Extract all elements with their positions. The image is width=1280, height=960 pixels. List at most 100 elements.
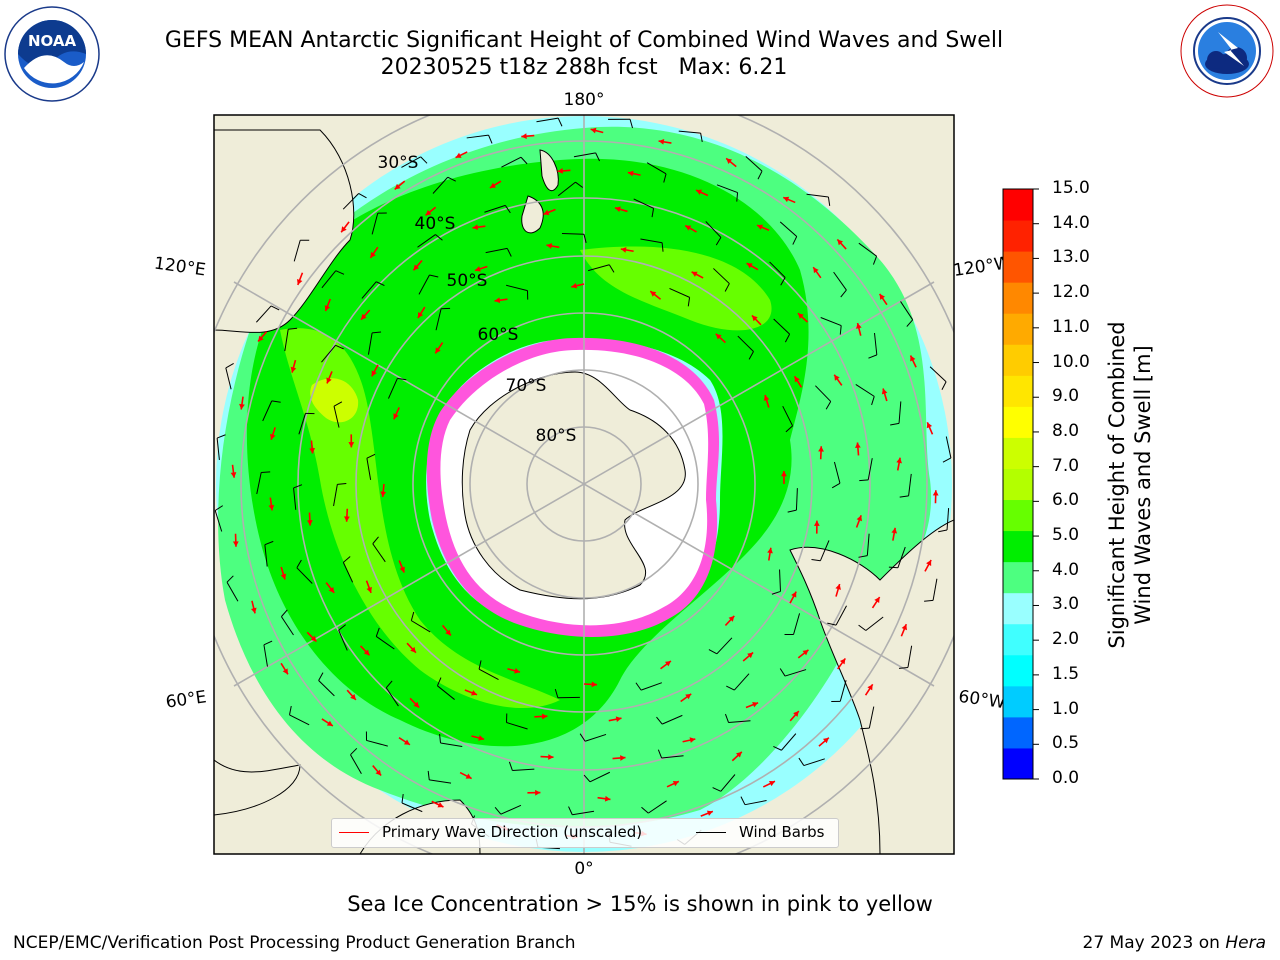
- wave-arrow-head: [747, 652, 754, 659]
- wave-arrow-head: [350, 694, 356, 700]
- colorbar-segment: [1003, 530, 1033, 563]
- wind-barb-flag: [261, 471, 271, 473]
- colorbar-segment: [1003, 592, 1033, 625]
- wind-barb-flag: [335, 270, 345, 275]
- wind-barb-flag: [629, 119, 633, 129]
- wave-arrow-head: [380, 491, 387, 497]
- footer-credit: NCEP/EMC/Verification Post Processing Pr…: [13, 933, 576, 953]
- wind-barb-flag: [860, 727, 870, 730]
- wind-barb-staff: [262, 400, 273, 422]
- wind-barb-flag: [825, 401, 832, 410]
- footer-host: Hera: [1225, 933, 1266, 953]
- plot-title: GEFS MEAN Antarctic Significant Height o…: [164, 28, 1004, 53]
- lat-label-50s: 50°S: [447, 271, 488, 291]
- wind-barb-flag: [520, 156, 528, 165]
- wave-arrow-head: [881, 388, 888, 395]
- wave-arrow-head: [590, 127, 597, 134]
- wind-barb-staff: [898, 401, 902, 424]
- wind-barb-staff: [589, 771, 611, 783]
- wind-barb-staff: [855, 384, 875, 397]
- swh-band-5-6: [580, 246, 772, 331]
- colorbar-tick-label: 0.5: [1052, 733, 1080, 754]
- wave-arrow-head: [763, 395, 770, 401]
- wind-barb-staff: [478, 668, 499, 680]
- wave-arrow-head: [879, 293, 885, 300]
- wave-arrow-head: [239, 403, 245, 410]
- wind-barb-staff: [793, 613, 801, 635]
- colorbar-segment: [1003, 685, 1033, 718]
- noaa-logo: NOAA: [4, 6, 100, 102]
- wind-barb-flag: [225, 363, 234, 369]
- colorbar-segment: [1003, 437, 1033, 469]
- wind-barb-flag: [436, 677, 442, 687]
- wind-barb-staff: [372, 543, 386, 563]
- wind-barb-staff: [366, 739, 388, 747]
- wind-barb-staff: [376, 636, 395, 650]
- wave-arrow-head: [521, 133, 527, 140]
- wind-barb-flag: [504, 205, 511, 214]
- wave-arrow-head: [541, 713, 548, 720]
- wave-arrow-head: [557, 168, 563, 174]
- colorbar-segment: [1003, 313, 1033, 345]
- wave-arrow-head: [891, 527, 898, 534]
- wave-arrow-head: [802, 649, 809, 656]
- wave-arrow-head: [425, 209, 432, 216]
- wind-barb-staff: [897, 546, 906, 568]
- wind-barb-flag: [376, 281, 385, 287]
- colorbar-tick-label: 1.5: [1052, 663, 1080, 684]
- wave-arrow-head: [535, 789, 541, 796]
- wave-arrow-head: [472, 224, 479, 231]
- meridian-60e-120w: [233, 281, 935, 687]
- wave-arrow-head: [736, 751, 742, 758]
- wave-arrow-head: [370, 251, 376, 258]
- wave-arrow-head: [410, 646, 416, 653]
- wave-arrow-head: [658, 138, 665, 145]
- wind-barb-staff: [298, 413, 306, 435]
- footer-date-text: 27 May 2023 on: [1082, 933, 1226, 953]
- wave-arrow-head: [932, 490, 939, 496]
- wave-arrow-head: [310, 635, 317, 642]
- wave-arrow-head: [296, 278, 303, 285]
- colorbar-tick-label: 14.0: [1052, 212, 1090, 233]
- wave-arrow-head: [393, 413, 399, 420]
- wind-barb-flag: [270, 305, 280, 311]
- wind-barb-staff: [728, 720, 751, 724]
- wind-barb-flag: [906, 319, 914, 327]
- wind-barb-flag: [264, 540, 274, 546]
- wave-arrow-head: [232, 541, 239, 547]
- wind-barb-staff: [806, 193, 829, 198]
- wind-barb-flag: [410, 611, 415, 621]
- wind-barb-staff: [333, 406, 340, 428]
- wave-arrow-head: [855, 442, 861, 448]
- wind-barb-staff: [819, 540, 830, 561]
- wind-barb-flag: [583, 774, 591, 783]
- wave-arrow-head: [874, 597, 880, 603]
- wind-barb-flag: [779, 668, 786, 677]
- wave-arrow-head: [746, 263, 753, 269]
- colorbar-tick-label: 9.0: [1052, 386, 1080, 407]
- wave-arrow-head: [417, 312, 424, 319]
- plot-subtitle: 20230525 t18z 288h fcst Max: 6.21: [380, 55, 788, 80]
- colorbar-tick-label: 1.0: [1052, 698, 1080, 719]
- wind-barb-staff: [401, 156, 421, 168]
- wave-arrow-head: [344, 516, 350, 522]
- wind-barb-staff: [225, 367, 232, 390]
- wind-barb-flag: [938, 529, 948, 533]
- wave-arrow-head: [403, 739, 410, 745]
- colorbar-tick-label: 10.0: [1052, 351, 1090, 372]
- wind-barb-flag: [868, 354, 878, 359]
- wind-barb-flag: [811, 559, 821, 562]
- wave-arrow-head: [514, 668, 521, 674]
- wind-barb-staff: [432, 176, 449, 194]
- wind-barb-staff: [293, 487, 297, 510]
- wind-barb-staff: [705, 221, 722, 238]
- wave-arrow-head: [627, 170, 634, 177]
- wave-arrow-head: [455, 152, 462, 158]
- wind-barb-flag: [358, 193, 367, 199]
- wave-arrow-head: [797, 313, 804, 319]
- legend-barb-line: [696, 832, 726, 833]
- wind-barb-flag: [641, 806, 649, 814]
- colorbar-segment: [1003, 499, 1033, 532]
- wind-barb-flag: [859, 479, 869, 482]
- colorbar-tick-label: 7.0: [1052, 455, 1080, 476]
